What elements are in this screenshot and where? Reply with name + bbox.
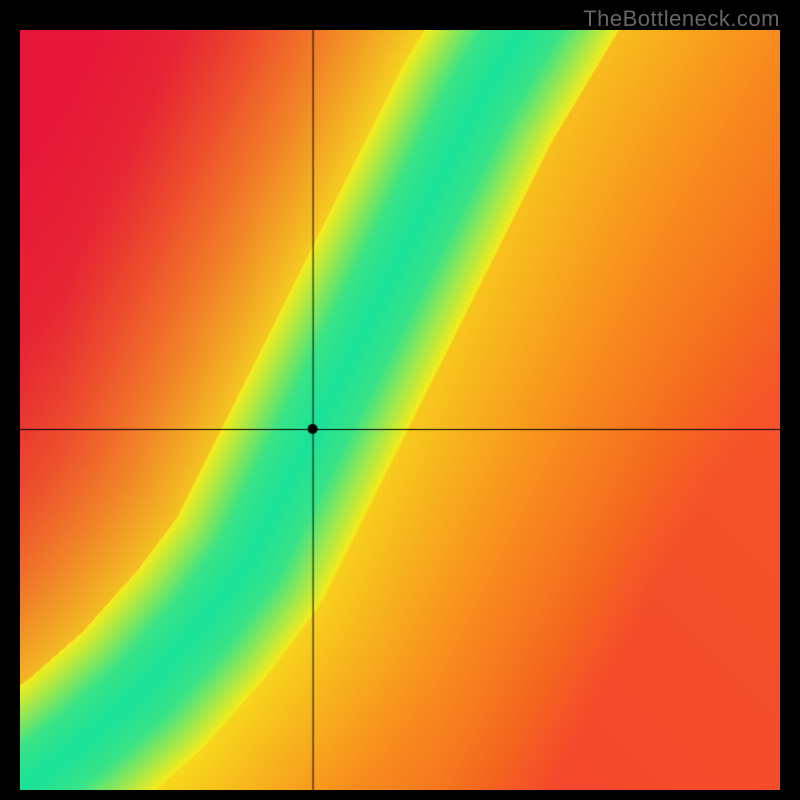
bottleneck-heatmap [20, 30, 780, 790]
watermark-text: TheBottleneck.com [583, 6, 780, 32]
chart-container: TheBottleneck.com [0, 0, 800, 800]
